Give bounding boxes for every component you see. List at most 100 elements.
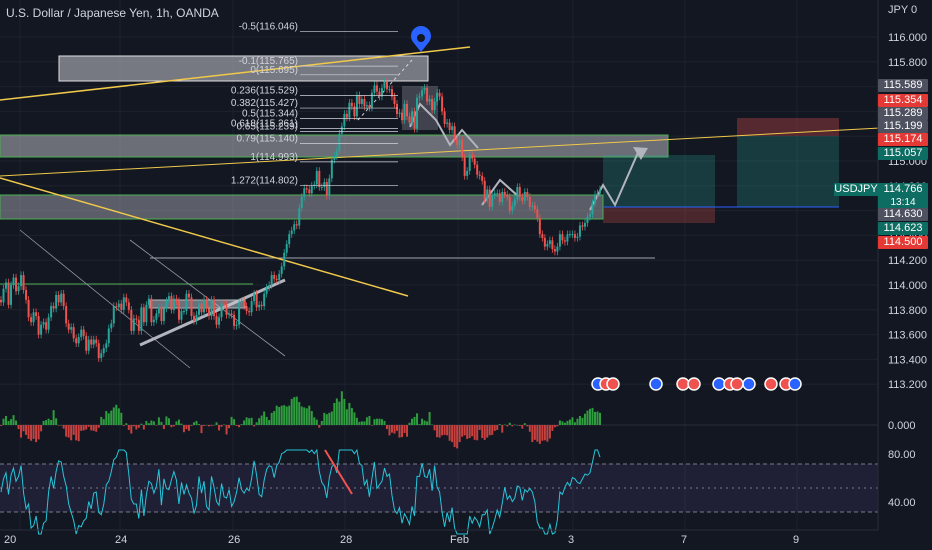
macd-bar xyxy=(406,425,409,437)
candle xyxy=(353,106,356,117)
candle xyxy=(17,286,20,292)
macd-bar xyxy=(471,425,474,437)
macd-bar xyxy=(77,425,80,442)
macd-bar xyxy=(142,425,145,430)
candle xyxy=(27,299,30,318)
macd-bar xyxy=(546,425,549,442)
macd-bar xyxy=(203,425,206,426)
time-tick-label: 24 xyxy=(115,534,127,546)
candle xyxy=(32,312,35,323)
candle xyxy=(95,339,98,344)
candle xyxy=(325,182,328,196)
fib-retracement: -0.5(116.046) -0.1(115.765)0(115.695) 0.23… xyxy=(231,21,398,187)
macd-bar xyxy=(486,425,489,438)
price-tag: 114.766 13:14 xyxy=(878,183,928,209)
candle xyxy=(401,112,404,121)
candle xyxy=(451,126,454,130)
candle xyxy=(310,185,313,194)
macd-bar xyxy=(558,420,561,425)
macd-bar xyxy=(223,424,226,426)
macd-bar xyxy=(418,424,421,425)
macd-bar xyxy=(350,407,353,425)
macd-bar xyxy=(122,425,125,426)
candle xyxy=(122,297,125,310)
candle xyxy=(250,301,253,313)
macd-bar xyxy=(335,398,338,425)
candle xyxy=(255,293,258,308)
macd-bar xyxy=(458,425,461,443)
candle xyxy=(551,240,554,250)
candle xyxy=(283,252,286,267)
candle xyxy=(365,105,368,107)
candle xyxy=(238,302,241,325)
candle xyxy=(157,307,160,314)
macd-bar xyxy=(293,397,296,425)
candle xyxy=(513,199,516,206)
currency-label[interactable]: JPY 0 xyxy=(888,4,917,16)
candle xyxy=(340,126,343,134)
macd-bar xyxy=(57,425,60,426)
candle xyxy=(57,294,60,303)
price-tag: 114.630 xyxy=(878,208,928,221)
candle xyxy=(330,159,333,179)
macd-bar xyxy=(358,421,361,425)
macd-bar xyxy=(576,418,579,425)
candle xyxy=(388,89,391,91)
macd-bar xyxy=(280,405,283,425)
candle xyxy=(100,353,103,359)
fib-level-label: 0.236(115.529) xyxy=(231,85,298,96)
price-tag: 115.057 xyxy=(878,147,928,160)
candle xyxy=(473,158,476,165)
macd-bar xyxy=(62,425,65,429)
macd-bar xyxy=(586,410,589,425)
candle xyxy=(413,111,416,129)
candle xyxy=(205,299,208,309)
macd-bar xyxy=(105,411,108,425)
macd-bar xyxy=(461,425,464,437)
candle xyxy=(456,138,459,145)
macd-bar xyxy=(333,402,336,425)
macd-bar xyxy=(132,425,135,427)
macd-bar xyxy=(2,418,5,425)
macd-bar xyxy=(220,425,223,427)
rsi-divergence-line xyxy=(324,449,353,495)
candle xyxy=(243,301,246,307)
macd-bar xyxy=(268,420,271,425)
event-flag-icon xyxy=(730,377,744,391)
price-tick-label: 116.000 xyxy=(888,32,927,44)
candle xyxy=(378,91,381,97)
macd-bar xyxy=(233,419,236,425)
candle xyxy=(398,112,401,114)
time-tick-label: 7 xyxy=(681,534,687,546)
macd-bar xyxy=(80,425,83,431)
candle xyxy=(466,170,469,176)
candle xyxy=(438,92,441,97)
candle xyxy=(298,208,301,226)
macd-bar xyxy=(323,412,326,425)
macd-bar xyxy=(60,425,63,426)
candle xyxy=(117,303,120,308)
macd-bar xyxy=(110,410,113,425)
event-flag-icon xyxy=(676,377,690,391)
candle xyxy=(107,328,110,344)
candle xyxy=(265,287,268,294)
candle xyxy=(491,195,494,207)
fib-level-label: 0.65(115.239) xyxy=(236,121,298,132)
candle xyxy=(478,174,481,176)
macd-bar xyxy=(90,425,93,431)
macd-bar xyxy=(463,425,466,436)
time-axis: 20 24 26 28 Feb 3 7 9 xyxy=(0,529,878,546)
candle xyxy=(228,313,231,315)
price-tick-label: 113.600 xyxy=(888,330,927,342)
macd-bar xyxy=(436,425,439,438)
candle xyxy=(22,275,25,290)
candle xyxy=(300,196,303,209)
candle xyxy=(561,234,564,241)
macd-bar xyxy=(145,420,148,425)
macd-bar xyxy=(190,425,193,426)
macd-bar xyxy=(10,419,13,425)
candle xyxy=(270,275,273,285)
macd-bar xyxy=(197,424,200,425)
candle xyxy=(90,339,93,345)
